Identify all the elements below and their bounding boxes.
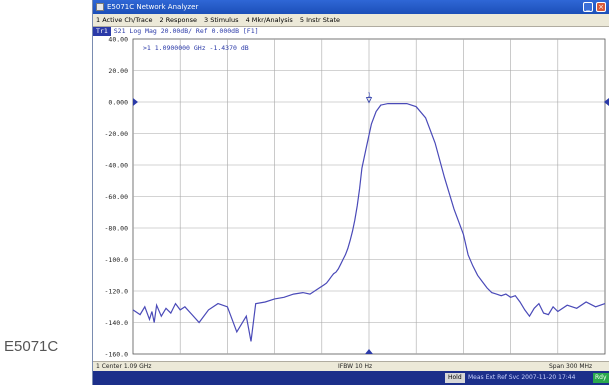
y-tick-label: -60.00 (105, 193, 129, 201)
y-tick-label: -160.0 (105, 351, 129, 359)
menu-mkr-analysis[interactable]: 4 Mkr/Analysis (245, 16, 293, 24)
menu-response[interactable]: 2 Response (159, 16, 197, 24)
measurement-screen: Tr1 S21 Log Mag 20.00dB/ Ref 0.000dB [F1]… (93, 27, 609, 361)
y-tick-label: -20.00 (105, 130, 129, 138)
marker-1-label: 1 (368, 93, 371, 99)
trace-header[interactable]: Tr1 S21 Log Mag 20.00dB/ Ref 0.000dB [F1] (93, 27, 609, 36)
status-ifbw[interactable]: IFBW 10 Hz (338, 363, 373, 370)
status-time: Meas Ext Ref Svc 2007-11-20 17:44 (468, 374, 576, 381)
marker-glyphs: 1 (133, 93, 609, 354)
y-tick-label: -40.00 (105, 162, 129, 170)
trace-tag[interactable]: Tr1 (93, 27, 111, 36)
center-frequency-icon (365, 349, 373, 354)
status-bar: 1 Center 1.09 GHz IFBW 10 Hz Span 300 MH… (93, 361, 609, 371)
model-caption: E5071C (4, 338, 59, 355)
menu-active-ch-trace[interactable]: 1 Active Ch/Trace (96, 16, 153, 24)
analyzer-window: E5071C Network Analyzer _ × 1 Active Ch/… (92, 0, 609, 385)
y-tick-labels: 40.00 20.00 0.000 -20.00 -40.00 -60.00 -80.00 -… (105, 36, 129, 359)
app-icon (96, 3, 104, 11)
s21-plot: 40.00 20.00 0.000 -20.00 -40.00 -60.00 -80.00 -… (105, 36, 609, 359)
marker-1-icon (365, 97, 373, 104)
trace-setting-text: S21 Log Mag 20.00dB/ Ref 0.000dB [F1] (113, 27, 259, 35)
window-title: E5071C Network Analyzer (107, 3, 199, 11)
menu-stimulus[interactable]: 3 Stimulus (204, 16, 239, 24)
trace-line (132, 103, 606, 342)
y-tick-label: 0.000 (108, 99, 128, 107)
ref-level-right-icon (604, 98, 609, 106)
menu-instr-state[interactable]: 5 Instr State (299, 16, 340, 24)
ref-level-left-icon (133, 98, 138, 106)
y-tick-label: -100.0 (105, 256, 129, 264)
y-tick-label: 20.00 (108, 67, 128, 75)
plot-grid (132, 38, 606, 355)
marker-readout: >1 1.0900000 GHz -1.4370 dB (143, 44, 249, 52)
instrument-status-bar: Hold Meas Ext Ref Svc 2007-11-20 17:44 R… (93, 371, 609, 385)
status-center[interactable]: 1 Center 1.09 GHz (96, 363, 152, 370)
ready-indicator: Rdy (593, 373, 609, 383)
close-button[interactable]: × (596, 2, 606, 12)
status-span[interactable]: Span 300 MHz (549, 363, 593, 370)
y-tick-label: -140.0 (105, 319, 129, 327)
minimize-button[interactable]: _ (583, 2, 593, 12)
y-tick-label: -80.00 (105, 225, 129, 233)
y-tick-label: -120.0 (105, 288, 129, 296)
title-bar: E5071C Network Analyzer _ × (93, 0, 609, 14)
y-tick-label: 40.00 (108, 36, 128, 44)
hold-badge[interactable]: Hold (445, 373, 465, 383)
menu-bar: 1 Active Ch/Trace 2 Response 3 Stimulus … (93, 14, 609, 27)
